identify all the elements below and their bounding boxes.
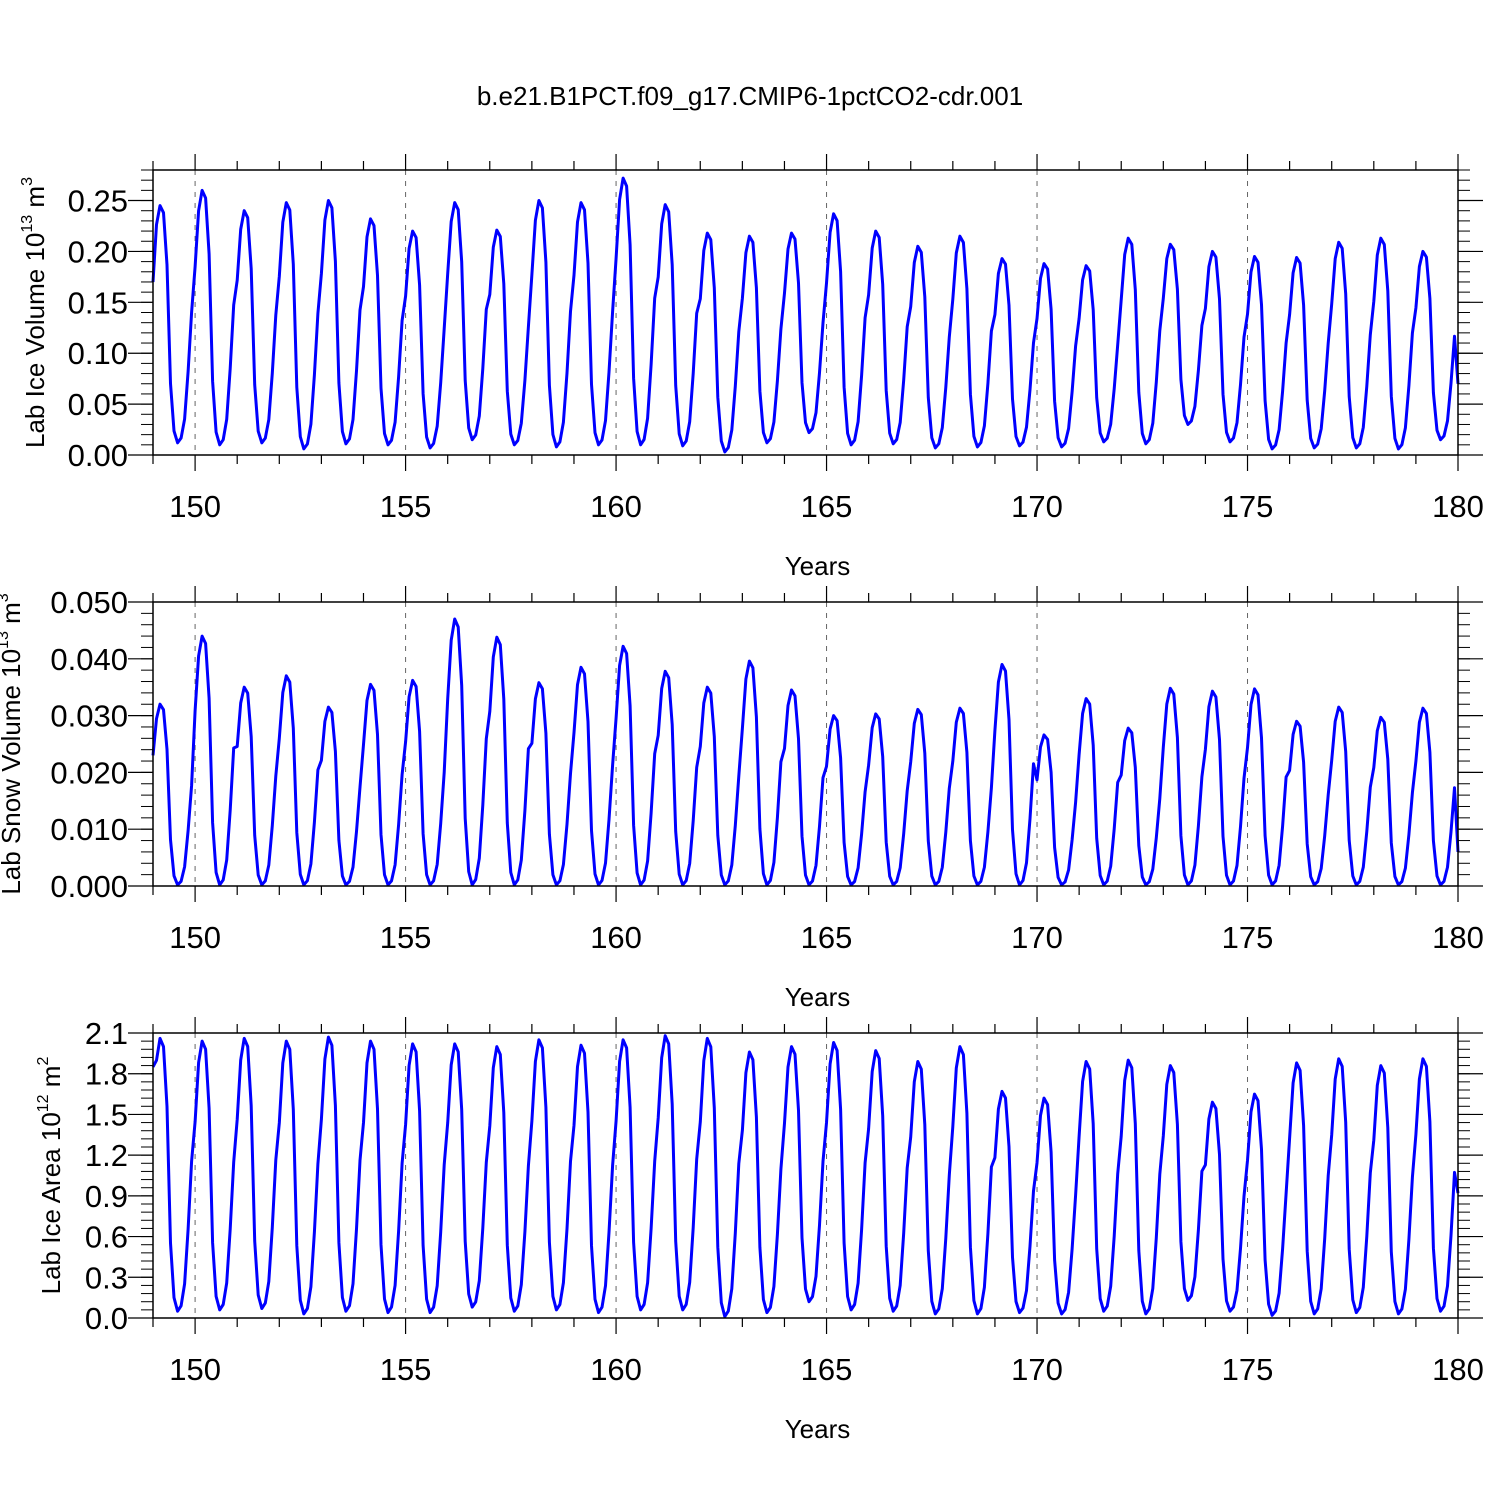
y-tick-label: 2.1 bbox=[85, 1016, 128, 1051]
plot-frame bbox=[152, 1032, 1459, 1319]
x-tick-label: 150 bbox=[169, 920, 221, 955]
x-tick-label: 150 bbox=[169, 1352, 221, 1387]
y-axis-label: Lab Ice Area 1012 m2 bbox=[35, 1057, 66, 1295]
x-tick-label: 160 bbox=[590, 920, 642, 955]
x-tick-label: 155 bbox=[380, 489, 432, 524]
y-axis-label: Lab Ice Volume 1013 m3 bbox=[19, 177, 50, 448]
figure-title: b.e21.B1PCT.f09_g17.CMIP6-1pctCO2-cdr.00… bbox=[477, 81, 1023, 111]
x-tick-label: 170 bbox=[1011, 920, 1063, 955]
plot-frame bbox=[152, 601, 1459, 887]
y-tick-label: 0.030 bbox=[50, 699, 128, 734]
x-tick-label: 160 bbox=[590, 489, 642, 524]
x-tick-label: 165 bbox=[801, 489, 853, 524]
x-tick-label: 170 bbox=[1011, 1352, 1063, 1387]
y-tick-label: 1.5 bbox=[85, 1097, 128, 1132]
panel-snow-volume: 150 155 160 165 170 175 180 0.000 0.010 0.020 0.03… bbox=[0, 585, 1484, 1012]
series-line bbox=[151, 1034, 1460, 1319]
x-tick-label: 155 bbox=[380, 1352, 432, 1387]
series-line bbox=[151, 617, 1460, 887]
x-tick-label: 180 bbox=[1432, 920, 1484, 955]
y-tick-label: 0.050 bbox=[50, 585, 128, 620]
y-tick-label: 0.6 bbox=[85, 1220, 128, 1255]
y-tick-label: 0.05 bbox=[68, 387, 128, 422]
y-tick-label: 0.10 bbox=[68, 336, 128, 371]
y-tick-label: 0.25 bbox=[68, 184, 128, 219]
x-tick-label: 150 bbox=[169, 489, 221, 524]
x-tick-label: 170 bbox=[1011, 489, 1063, 524]
y-tick-label: 0.9 bbox=[85, 1179, 128, 1214]
panel-ice-area: 150 155 160 165 170 175 180 0.0 0.3 0.6 0.9 1.2 1.5 1… bbox=[35, 1016, 1484, 1444]
y-tick-label: 0.3 bbox=[85, 1260, 128, 1295]
y-tick-label: 0.000 bbox=[50, 869, 128, 904]
x-tick-label: 155 bbox=[380, 920, 432, 955]
y-tick-label: 1.8 bbox=[85, 1057, 128, 1092]
x-axis-label: Years bbox=[785, 1414, 851, 1444]
x-tick-label: 165 bbox=[801, 1352, 853, 1387]
x-tick-label: 175 bbox=[1222, 489, 1274, 524]
y-axis-label: Lab Snow Volume 1013 m3 bbox=[0, 593, 26, 894]
series-line bbox=[151, 176, 1460, 454]
panel-ice-volume: 150 155 160 165 170 175 180 0.00 0.05 0.10 0.15 0.2… bbox=[19, 154, 1484, 581]
x-axis-label: Years bbox=[785, 982, 851, 1012]
x-tick-label: 165 bbox=[801, 920, 853, 955]
x-tick-label: 180 bbox=[1432, 489, 1484, 524]
y-tick-label: 0.00 bbox=[68, 438, 128, 473]
y-tick-label: 0.020 bbox=[50, 755, 128, 790]
y-tick-label: 0.15 bbox=[68, 285, 128, 320]
x-tick-label: 175 bbox=[1222, 920, 1274, 955]
x-tick-label: 160 bbox=[590, 1352, 642, 1387]
y-tick-label: 0.0 bbox=[85, 1301, 128, 1336]
x-tick-label: 180 bbox=[1432, 1352, 1484, 1387]
y-tick-label: 0.20 bbox=[68, 234, 128, 269]
y-tick-label: 0.040 bbox=[50, 642, 128, 677]
x-tick-label: 175 bbox=[1222, 1352, 1274, 1387]
y-tick-label: 1.2 bbox=[85, 1138, 128, 1173]
y-tick-label: 0.010 bbox=[50, 812, 128, 847]
x-axis-label: Years bbox=[785, 551, 851, 581]
